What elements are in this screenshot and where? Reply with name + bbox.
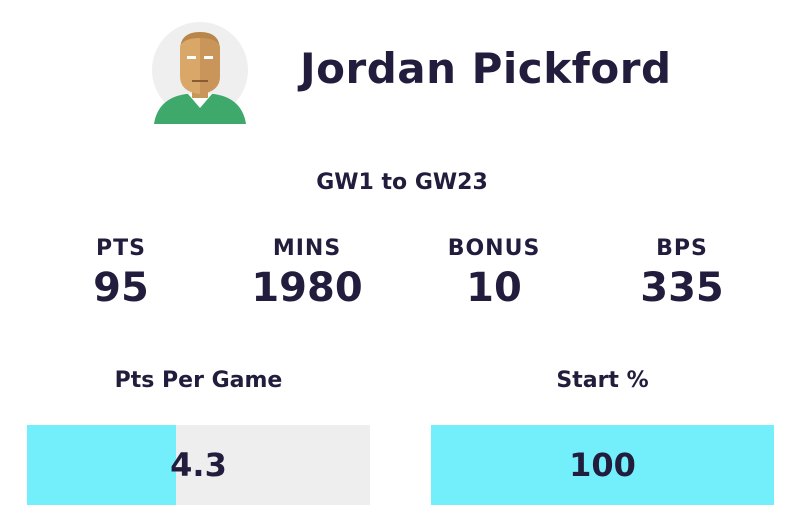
stat: PTS 95 (31, 236, 211, 311)
bar-label: Start % (556, 368, 649, 393)
bar-value: 4.3 (170, 446, 227, 484)
stat-value: 10 (466, 265, 522, 311)
stat: MINS 1980 (217, 236, 397, 311)
bar-fill (27, 425, 176, 505)
player-name: Jordan Pickford (300, 44, 672, 93)
stat-label: PTS (96, 236, 146, 261)
bar-value: 100 (569, 446, 636, 484)
bar-track: 100 (431, 425, 774, 505)
stat-label: BONUS (447, 236, 541, 261)
stat-label: BPS (656, 236, 708, 261)
player-avatar (152, 22, 248, 124)
bar-fill (431, 425, 774, 505)
stat: BONUS 10 (404, 236, 584, 311)
bar-label: Pts Per Game (114, 368, 283, 393)
gameweek-range: GW1 to GW23 (316, 170, 488, 195)
stat-value: 335 (640, 265, 724, 311)
stat-value: 1980 (251, 265, 363, 311)
stat: BPS 335 (592, 236, 772, 311)
stat-label: MINS (272, 236, 342, 261)
bar-track: 4.3 (27, 425, 370, 505)
stat-value: 95 (93, 265, 149, 311)
